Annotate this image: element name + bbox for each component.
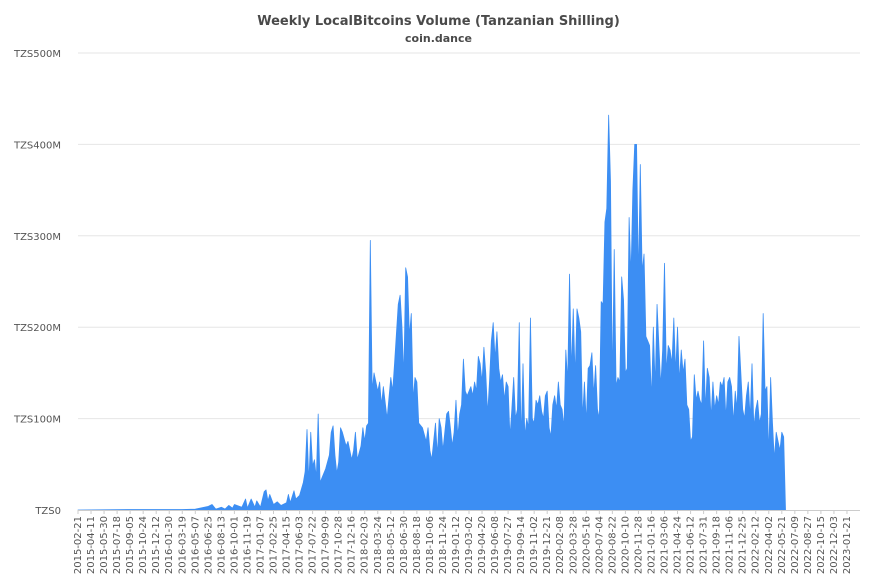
x-tick-label: 2018-06-30 — [399, 516, 410, 574]
x-tick-label: 2017-02-25 — [269, 516, 280, 574]
x-tick-label: 2021-09-18 — [712, 516, 723, 574]
x-tick-label: 2016-10-01 — [229, 516, 240, 574]
x-tick-label: 2017-07-22 — [308, 516, 319, 574]
x-tick-label: 2018-02-03 — [360, 516, 371, 574]
x-tick-label: 2017-01-07 — [255, 516, 266, 574]
x-tick-label: 2018-10-06 — [425, 516, 436, 574]
chart-subtitle: coin.dance — [405, 32, 472, 45]
x-tick-label: 2017-04-15 — [282, 516, 293, 574]
x-tick-label: 2021-07-31 — [699, 516, 710, 574]
x-tick-label: 2022-02-12 — [751, 516, 762, 574]
y-tick-label: TZS300M — [13, 232, 61, 243]
y-tick-label: TZS500M — [13, 49, 61, 60]
x-tick-label: 2015-02-21 — [73, 516, 84, 574]
x-tick-label: 2019-04-20 — [477, 516, 488, 574]
x-tick-label: 2018-03-24 — [373, 516, 384, 574]
y-tick-label: TZS200M — [13, 323, 61, 334]
x-tick-label: 2020-08-22 — [607, 516, 618, 574]
x-tick-label: 2022-04-02 — [764, 516, 775, 574]
x-tick-label: 2019-11-02 — [529, 516, 540, 574]
x-tick-label: 2016-05-07 — [190, 516, 201, 574]
y-tick-label: TZS0 — [34, 506, 61, 517]
x-tick-label: 2017-06-03 — [295, 516, 306, 574]
x-tick-label: 2016-06-25 — [203, 516, 214, 574]
x-tick-label: 2019-07-27 — [503, 516, 514, 574]
x-tick-label: 2022-12-03 — [829, 516, 840, 574]
x-tick-label: 2020-10-10 — [620, 516, 631, 574]
x-tick-label: 2020-11-28 — [633, 516, 644, 574]
x-tick-label: 2022-07-09 — [790, 516, 801, 574]
series-area — [77, 114, 786, 511]
x-tick-label: 2017-12-16 — [347, 516, 358, 574]
x-tick-label: 2018-05-12 — [386, 516, 397, 574]
x-tick-label: 2017-10-28 — [334, 516, 345, 574]
x-tick-label: 2019-06-08 — [490, 516, 501, 574]
x-tick-label: 2015-10-24 — [138, 516, 149, 574]
x-tick-label: 2021-04-24 — [673, 516, 684, 574]
x-tick-label: 2016-11-19 — [242, 516, 253, 574]
x-tick-label: 2016-01-30 — [164, 516, 175, 574]
x-tick-label: 2015-12-12 — [151, 516, 162, 574]
y-tick-label: TZS100M — [13, 415, 61, 426]
x-tick-label: 2020-07-04 — [594, 516, 605, 574]
x-tick-label: 2020-05-16 — [581, 516, 592, 574]
x-tick-label: 2021-01-16 — [646, 516, 657, 574]
x-tick-label: 2015-07-18 — [112, 516, 123, 574]
x-tick-label: 2021-12-25 — [738, 516, 749, 574]
x-tick-label: 2019-01-12 — [451, 516, 462, 574]
x-tick-label: 2023-01-21 — [842, 516, 853, 574]
x-tick-label: 2021-03-06 — [660, 516, 671, 574]
x-tick-label: 2016-08-13 — [216, 516, 227, 574]
x-tick-label: 2022-05-21 — [777, 516, 788, 574]
x-tick-label: 2021-06-12 — [686, 516, 697, 574]
x-tick-label: 2018-11-24 — [438, 516, 449, 574]
x-tick-label: 2018-08-18 — [412, 516, 423, 574]
x-tick-label: 2015-09-05 — [125, 516, 136, 574]
x-tick-label: 2019-03-02 — [464, 516, 475, 574]
x-tick-label: 2020-02-08 — [555, 516, 566, 574]
x-tick-label: 2022-10-15 — [816, 516, 827, 574]
x-tick-label: 2019-09-14 — [516, 516, 527, 574]
x-tick-label: 2019-12-21 — [542, 516, 553, 574]
x-tick-label: 2022-08-27 — [803, 516, 814, 574]
x-tick-label: 2015-04-11 — [86, 516, 97, 574]
chart-title: Weekly LocalBitcoins Volume (Tanzanian S… — [257, 14, 620, 29]
y-tick-label: TZS400M — [13, 140, 61, 151]
x-tick-label: 2021-11-06 — [725, 516, 736, 574]
x-tick-label: 2017-09-09 — [321, 516, 332, 574]
x-tick-label: 2015-05-30 — [99, 516, 110, 574]
x-tick-label: 2016-03-19 — [177, 516, 188, 574]
x-tick-label: 2020-03-28 — [568, 516, 579, 574]
